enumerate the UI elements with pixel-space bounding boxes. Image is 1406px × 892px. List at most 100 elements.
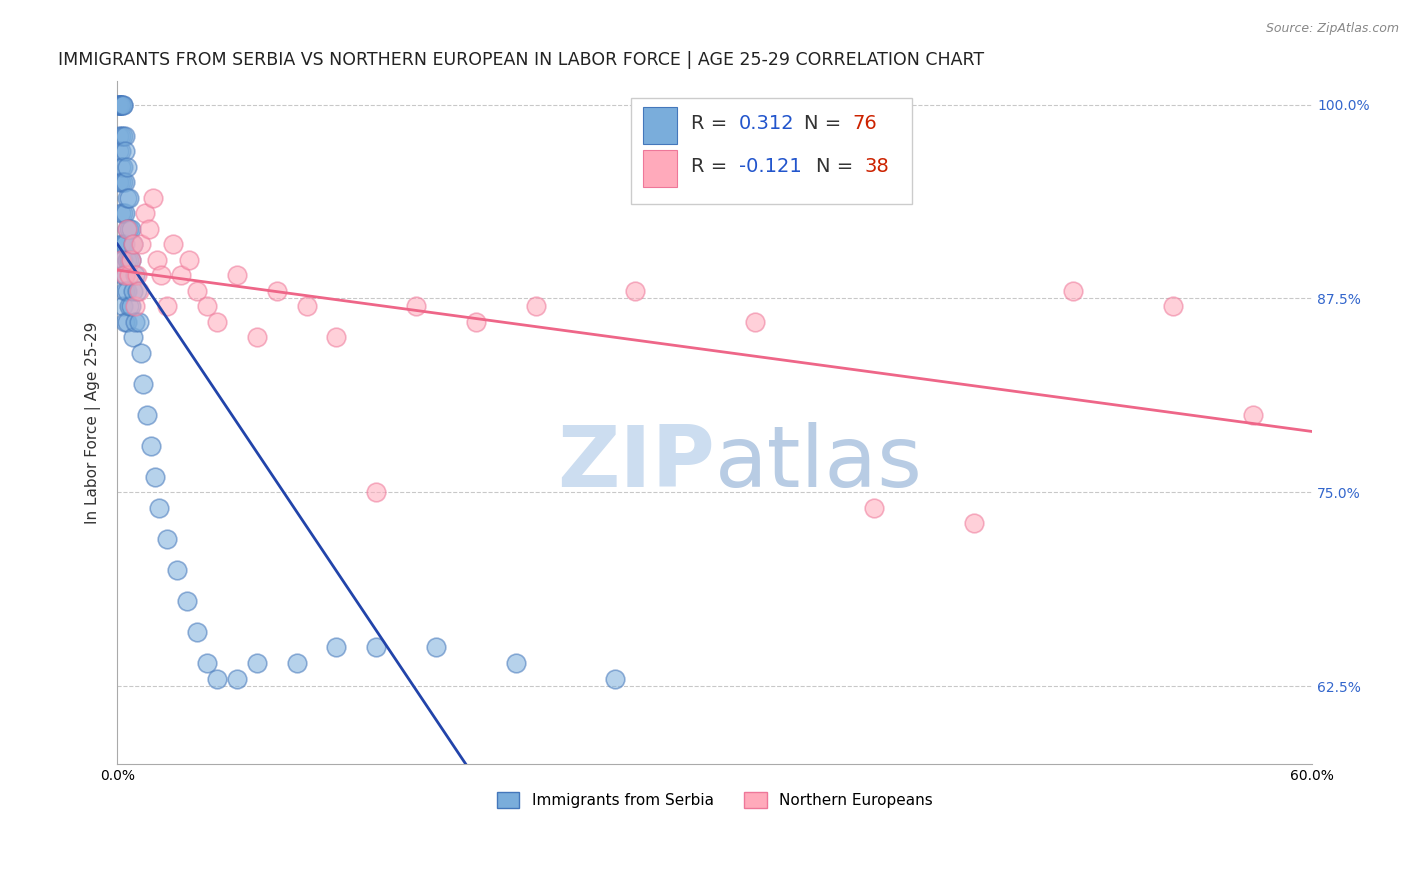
Point	[129, 237, 152, 252]
Point	[186, 624, 208, 639]
Point	[114, 144, 136, 158]
Point	[176, 594, 198, 608]
Point	[108, 144, 131, 158]
Text: R =: R =	[690, 114, 734, 133]
Point	[120, 221, 142, 235]
Point	[195, 656, 218, 670]
Point	[285, 656, 308, 670]
Point	[195, 299, 218, 313]
Point	[115, 221, 138, 235]
Point	[114, 268, 136, 283]
Point	[120, 299, 142, 313]
Text: 0.312: 0.312	[738, 114, 794, 133]
Point	[156, 299, 179, 313]
Point	[108, 97, 131, 112]
Point	[124, 268, 146, 283]
Point	[118, 191, 141, 205]
Point	[108, 97, 131, 112]
Point	[295, 299, 318, 313]
Point	[120, 252, 142, 267]
Text: IMMIGRANTS FROM SERBIA VS NORTHERN EUROPEAN IN LABOR FORCE | AGE 25-29 CORRELATI: IMMIGRANTS FROM SERBIA VS NORTHERN EUROP…	[58, 51, 984, 69]
Point	[118, 252, 141, 267]
Point	[110, 175, 132, 189]
Point	[110, 97, 132, 112]
Point	[112, 252, 135, 267]
Point	[110, 237, 132, 252]
Point	[963, 516, 986, 531]
Point	[246, 656, 269, 670]
Point	[225, 672, 247, 686]
Text: ZIP: ZIP	[557, 422, 714, 505]
Point	[108, 97, 131, 112]
Point	[115, 252, 138, 267]
Point	[1062, 284, 1084, 298]
Point	[170, 268, 193, 283]
Point	[110, 160, 132, 174]
Point	[110, 128, 132, 143]
Point	[624, 284, 647, 298]
Point	[110, 252, 132, 267]
Point	[139, 439, 162, 453]
Point	[110, 97, 132, 112]
Point	[122, 237, 145, 252]
Text: -0.121: -0.121	[738, 157, 801, 176]
Point	[122, 330, 145, 344]
Point	[150, 268, 173, 283]
Legend: Immigrants from Serbia, Northern Europeans: Immigrants from Serbia, Northern Europea…	[491, 786, 939, 814]
Point	[1161, 299, 1184, 313]
Point	[118, 268, 141, 283]
Point	[142, 191, 165, 205]
Point	[177, 252, 200, 267]
Point	[112, 299, 135, 313]
Point	[115, 160, 138, 174]
Point	[162, 237, 184, 252]
Point	[205, 315, 228, 329]
Point	[325, 330, 347, 344]
Point	[127, 284, 149, 298]
Point	[112, 237, 135, 252]
Point	[366, 640, 388, 655]
Point	[124, 315, 146, 329]
FancyBboxPatch shape	[643, 150, 676, 187]
Point	[112, 128, 135, 143]
Point	[524, 299, 547, 313]
Point	[425, 640, 447, 655]
Point	[118, 299, 141, 313]
Point	[108, 175, 131, 189]
Point	[114, 206, 136, 220]
Point	[186, 284, 208, 298]
Point	[115, 284, 138, 298]
Text: N =: N =	[817, 157, 860, 176]
Point	[744, 315, 766, 329]
Point	[110, 144, 132, 158]
Point	[115, 221, 138, 235]
Point	[129, 345, 152, 359]
Point	[266, 284, 288, 298]
Point	[112, 175, 135, 189]
Point	[114, 237, 136, 252]
Point	[115, 315, 138, 329]
Point	[246, 330, 269, 344]
Point	[114, 284, 136, 298]
Point	[108, 97, 131, 112]
Point	[112, 160, 135, 174]
Point	[122, 237, 145, 252]
Point	[464, 315, 486, 329]
Point	[114, 175, 136, 189]
Point	[156, 532, 179, 546]
Point	[863, 500, 886, 515]
Point	[108, 128, 131, 143]
Point	[124, 299, 146, 313]
Point	[110, 97, 132, 112]
Point	[112, 97, 135, 112]
Point	[205, 672, 228, 686]
Point	[505, 656, 527, 670]
Point	[110, 252, 132, 267]
Point	[128, 315, 150, 329]
Point	[136, 408, 159, 422]
Point	[114, 128, 136, 143]
Y-axis label: In Labor Force | Age 25-29: In Labor Force | Age 25-29	[86, 321, 101, 524]
Point	[112, 206, 135, 220]
Text: N =: N =	[804, 114, 848, 133]
Point	[108, 97, 131, 112]
